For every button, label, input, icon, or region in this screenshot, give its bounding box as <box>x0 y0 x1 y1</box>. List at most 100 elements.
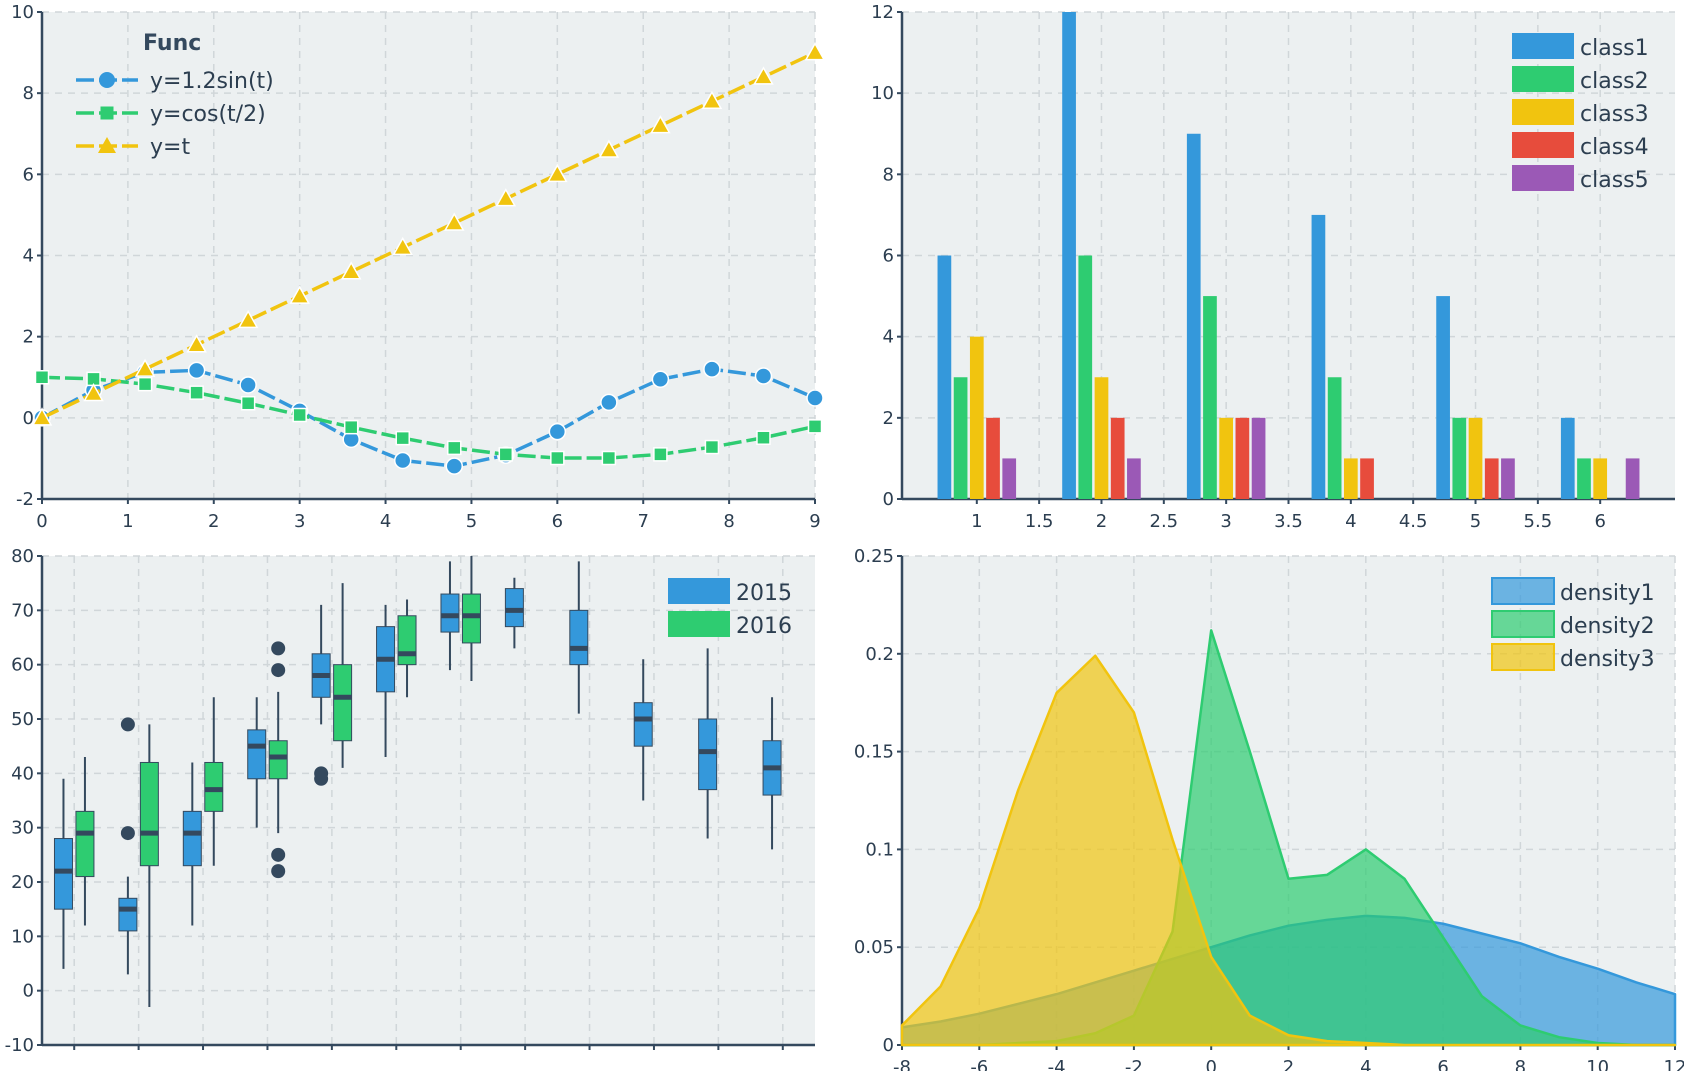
bar-class2-3 <box>1203 296 1217 499</box>
legend-label: class2 <box>1580 69 1649 94</box>
legend-swatch <box>1512 132 1574 158</box>
legend-swatch <box>1491 610 1555 638</box>
bar-class4-1 <box>986 417 1000 499</box>
x-tick-label: 9 <box>809 511 820 532</box>
y-tick-label: 80 <box>11 546 34 567</box>
x-tick-label: 8 <box>723 511 734 532</box>
bar-class4-4 <box>1360 458 1374 499</box>
data-point <box>806 389 824 407</box>
bar-class2-2 <box>1078 255 1093 499</box>
bar-class2-6 <box>1577 458 1591 499</box>
bar-class1-3 <box>1186 133 1201 499</box>
box-2015 <box>376 604 396 758</box>
box-2015 <box>698 648 718 839</box>
x-tick-label: 1 <box>122 511 133 532</box>
y-tick-label: 70 <box>11 600 34 621</box>
x-tick-label: -4 <box>1048 1057 1066 1071</box>
x-tick-label: 6 <box>552 511 563 532</box>
box-body <box>333 664 353 742</box>
y-tick-label: -2 <box>16 489 34 510</box>
area-density3 <box>900 654 1677 1047</box>
data-point <box>498 447 514 462</box>
legend-marker <box>100 106 114 120</box>
y-tick-label: 6 <box>883 246 894 267</box>
y-tick-label: 2 <box>883 408 894 429</box>
legend-label: class4 <box>1580 135 1649 160</box>
box-2015 <box>762 697 782 850</box>
y-tick-label: 30 <box>11 818 34 839</box>
outlier <box>120 717 135 732</box>
box-2016 <box>333 583 353 768</box>
x-tick-label: 4.5 <box>1399 511 1428 532</box>
y-tick-label: 4 <box>883 327 894 348</box>
series-line <box>41 375 816 460</box>
series-line <box>41 367 816 468</box>
box-body <box>268 740 288 780</box>
x-tick-label: 5 <box>466 511 477 532</box>
x-tick-label: 3 <box>1220 511 1231 532</box>
box-body <box>569 609 589 666</box>
data-point <box>393 451 412 470</box>
series-y=cos(t/2) <box>34 370 823 466</box>
bar-class1-5 <box>1436 296 1450 499</box>
y-tick-label: 8 <box>23 83 34 104</box>
data-point <box>703 360 721 378</box>
data-point <box>292 407 307 423</box>
legend-label: density3 <box>1560 647 1655 672</box>
data-point <box>653 447 668 462</box>
legend-label: class1 <box>1580 36 1649 61</box>
data-point <box>445 457 464 475</box>
y-tick-label: 40 <box>11 763 34 784</box>
data-point <box>343 419 359 435</box>
legend-swatch <box>1512 33 1574 59</box>
box-body <box>461 593 481 644</box>
bar-class1-4 <box>1311 214 1326 499</box>
data-point <box>701 90 723 110</box>
legend: Func y=1.2sin(t) y=cos(t/2) y=t <box>76 31 274 160</box>
box-2015 <box>53 778 73 969</box>
bar-class1-1 <box>937 255 952 499</box>
box-plot-panel: -10 0 10 20 30 40 50 60 70 80 2015 2016 <box>5 546 815 1056</box>
box-2015 <box>311 604 331 786</box>
data-point <box>289 285 310 304</box>
x-tick-label: 1.5 <box>1025 511 1054 532</box>
outlier <box>314 771 329 786</box>
x-tick-label: 2 <box>1096 511 1107 532</box>
data-point <box>495 188 517 207</box>
bar-class3-1 <box>969 336 984 499</box>
bar-class2-5 <box>1452 417 1467 499</box>
x-tick-label: -6 <box>970 1057 988 1071</box>
data-point <box>598 139 620 158</box>
outlier <box>271 847 286 862</box>
x-tick-label: 10 <box>1586 1057 1609 1071</box>
bar-class4-3 <box>1235 417 1250 499</box>
y-tick-label: 0.2 <box>865 644 894 665</box>
box-2015 <box>182 762 202 926</box>
box-body <box>75 810 95 878</box>
y-tick-label: 2 <box>23 327 34 348</box>
box-body <box>698 718 718 791</box>
legend-swatch <box>1512 99 1574 125</box>
outlier <box>271 864 286 879</box>
legend-marker <box>98 137 116 153</box>
legend-marker <box>99 72 115 88</box>
box-2015 <box>247 697 267 828</box>
box-body <box>182 810 202 867</box>
data-point <box>704 439 720 455</box>
x-tick-label: 4 <box>1360 1057 1371 1071</box>
data-point <box>239 376 257 394</box>
series-line <box>41 51 816 420</box>
data-point <box>651 370 670 389</box>
plot-background <box>42 12 815 499</box>
y-tick-label: 6 <box>23 164 34 185</box>
box-2016 <box>139 724 159 1007</box>
legend-label: density1 <box>1560 581 1655 606</box>
x-tick-label: 1 <box>971 511 982 532</box>
legend-swatch <box>668 578 730 604</box>
bar-class3-4 <box>1343 458 1358 499</box>
box-2015 <box>440 561 460 671</box>
box-2015 <box>504 577 524 649</box>
box-body <box>118 897 138 932</box>
